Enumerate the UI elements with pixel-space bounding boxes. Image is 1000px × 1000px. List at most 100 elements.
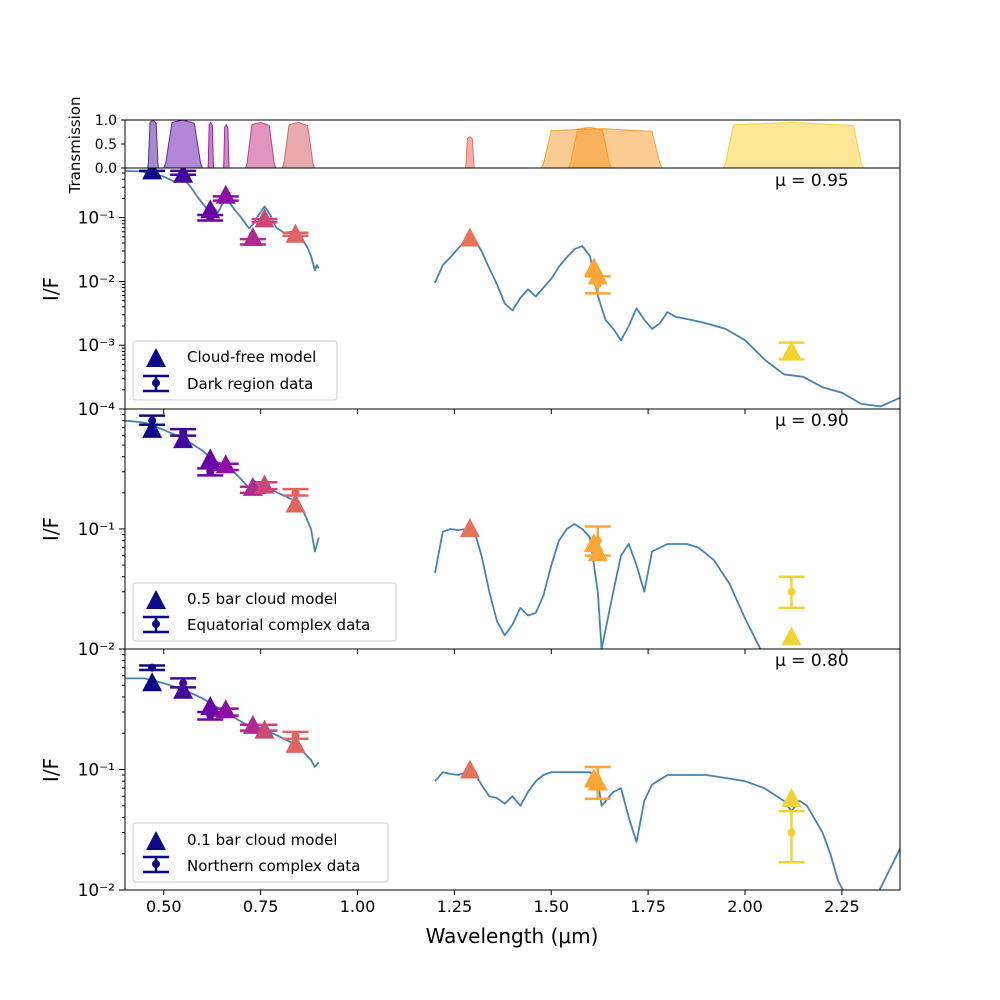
x-tick-label: 0.50 [146, 897, 182, 916]
filter-curve [465, 136, 475, 168]
y-tick-label: 10⁻¹ [78, 209, 115, 229]
x-ticks: 0.50 0.75 1.00 1.25 1.50 1.75 2.00 2.25 [146, 890, 860, 916]
legend-model-label: Cloud-free model [187, 348, 316, 366]
legend-data-label: Dark region data [187, 375, 313, 393]
model-marker [254, 719, 275, 739]
y-tick-label: 10⁻¹ [78, 520, 115, 540]
model-marker [200, 199, 221, 219]
y-tick-label: 10⁻² [78, 272, 115, 292]
transmission-y-ticks: 0.0 0.5 1.0 [95, 113, 125, 177]
model-marker [587, 542, 608, 562]
model-marker [200, 448, 221, 468]
legend-model-marker [146, 831, 166, 850]
model-marker [173, 429, 194, 449]
data-point [787, 828, 796, 837]
spectrum-near-ir [434, 237, 900, 408]
legend: 0.5 bar cloud model Equatorial complex d… [132, 582, 397, 642]
model-marker [587, 265, 608, 285]
model-marker [254, 208, 275, 228]
model-marker [285, 223, 306, 243]
panel-ylabel: I/F [39, 277, 63, 301]
legend: 0.1 bar cloud model Northern complex dat… [132, 822, 389, 883]
x-tick-label: 2.00 [727, 897, 763, 916]
transmission-panel: 0.0 0.5 1.0 Transmission [66, 97, 901, 195]
panel-equatorial-complex: 10⁻¹ 10⁻² I/F μ = 0.90 0.5 bar cloud mode… [39, 408, 901, 660]
legend-data-label: Northern complex data [187, 857, 360, 875]
model-marker [781, 787, 802, 807]
panel-dark-region: 10⁻¹ 10⁻² 10⁻³ 10⁻⁴ I/F μ = 0.95 Cloud-free… [39, 167, 901, 420]
panel-ylabel: I/F [39, 758, 63, 782]
legend-data-dot [152, 860, 160, 868]
x-tick-label: 2.25 [824, 897, 860, 916]
data-point [206, 467, 215, 476]
y-tick-label: 10⁻² [78, 640, 115, 660]
model-marker [173, 168, 194, 183]
legend-data-dot [152, 620, 160, 628]
x-tick-label: 1.25 [437, 897, 473, 916]
legend-model-label: 0.5 bar cloud model [187, 590, 337, 608]
x-tick-label: 1.50 [533, 897, 569, 916]
model-marker [173, 679, 194, 699]
model-marker [142, 418, 163, 438]
y-tick-label: 0.5 [95, 137, 117, 153]
filter-curve [281, 121, 316, 168]
model-marker [242, 714, 263, 734]
model-marker [142, 672, 163, 692]
model-marker [200, 696, 221, 716]
x-tick-label: 1.00 [340, 897, 376, 916]
filter-curve [722, 121, 865, 168]
y-tick-label: 10⁻³ [78, 336, 115, 356]
model-marker [215, 699, 236, 719]
spectrum-visible [125, 419, 320, 553]
model-marker [285, 733, 306, 753]
data-point [291, 488, 300, 497]
x-tick-label: 0.75 [243, 897, 279, 916]
y-ticks: 10⁻¹ 10⁻² 10⁻³ 10⁻⁴ [78, 172, 125, 420]
model-marker [142, 168, 163, 180]
mu-label: μ = 0.90 [775, 411, 849, 431]
model-marker [215, 184, 236, 204]
panel-ylabel: I/F [39, 517, 63, 541]
filter-curve [222, 123, 230, 168]
model-marker [285, 493, 306, 513]
panel-northern-complex: 10⁻¹ 10⁻² 0.50 0.75 1.00 1.25 1.50 1.75 2.00 2.2… [39, 648, 901, 916]
legend-data-dot [152, 379, 160, 387]
model-marker [781, 626, 802, 646]
legend-model-marker [146, 590, 166, 609]
filter-curve [245, 121, 277, 168]
legend: Cloud-free model Dark region data [132, 340, 338, 401]
x-ticks [163, 649, 843, 654]
y-tick-label: 1.0 [95, 113, 117, 129]
mu-label: μ = 0.95 [775, 171, 849, 191]
legend-box [132, 582, 397, 642]
filter-curve [163, 120, 203, 168]
y-ticks: 10⁻¹ 10⁻² [78, 413, 125, 660]
y-tick-label: 10⁻⁴ [78, 400, 116, 420]
filter-curve [147, 120, 160, 168]
model-marker [254, 474, 275, 494]
mu-label: μ = 0.80 [775, 651, 849, 671]
legend-data-label: Equatorial complex data [187, 616, 370, 634]
x-ticks [163, 409, 843, 414]
legend-model-label: 0.1 bar cloud model [187, 831, 337, 849]
spectrum-near-ir [434, 771, 900, 890]
y-tick-label: 10⁻¹ [78, 761, 115, 781]
x-tick-label: 1.75 [630, 897, 666, 916]
transmission-ylabel: Transmission [66, 97, 84, 195]
model-marker [781, 340, 802, 360]
model-marker [587, 771, 608, 791]
filter-curves [125, 120, 900, 168]
y-ticks: 10⁻¹ 10⁻² [78, 654, 125, 901]
y-tick-label: 0.0 [95, 161, 117, 177]
model-marker [459, 759, 480, 779]
x-axis-label: Wavelength (μm) [426, 924, 599, 948]
filter-curve [567, 126, 613, 168]
data-point [787, 587, 796, 596]
model-marker [242, 226, 263, 246]
model-marker [459, 518, 480, 537]
legend-box [132, 822, 389, 883]
legend-box [132, 340, 338, 401]
model-marker [215, 454, 236, 474]
filter-curve [207, 121, 215, 168]
